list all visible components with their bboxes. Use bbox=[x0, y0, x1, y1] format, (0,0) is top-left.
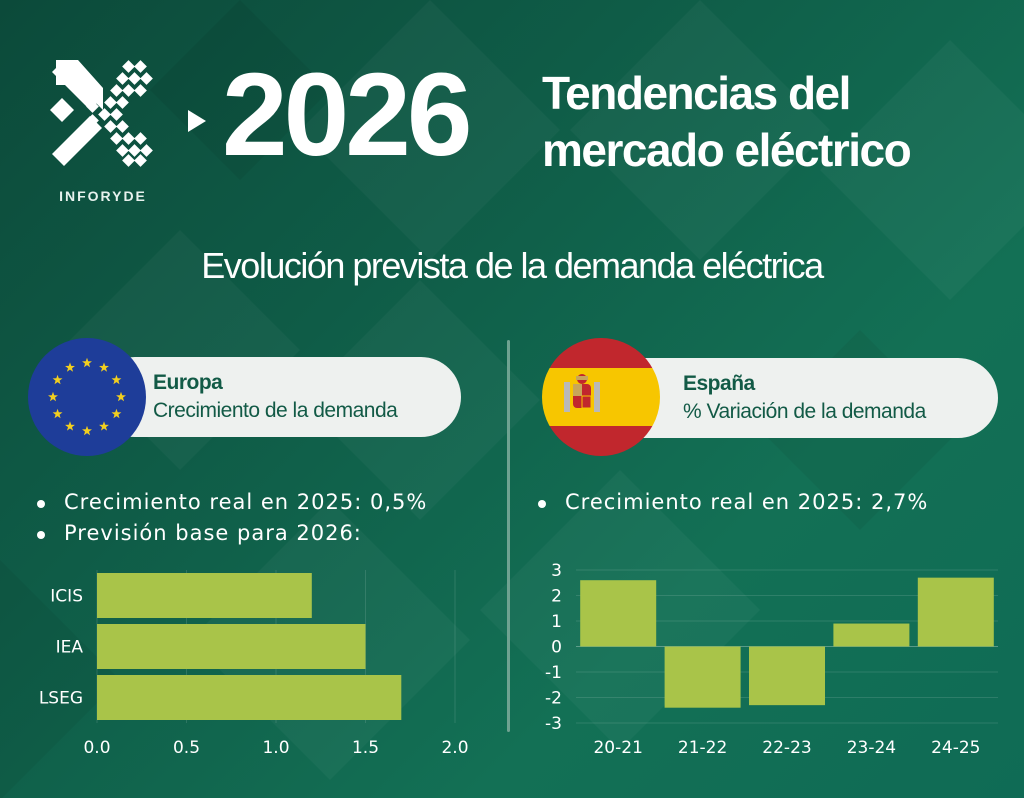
x-tick-label: 1.0 bbox=[262, 738, 289, 758]
spain-header-pill: España % Variación de la demanda bbox=[600, 358, 998, 438]
bar-20-21 bbox=[580, 580, 657, 647]
eu-star-icon bbox=[52, 408, 63, 419]
x-tick-label: 2.0 bbox=[441, 738, 468, 758]
y-tick-label: -2 bbox=[545, 689, 562, 709]
bar-21-22 bbox=[664, 646, 741, 708]
x-tick-label: 1.5 bbox=[352, 738, 379, 758]
x-category-label: 24-25 bbox=[931, 738, 980, 758]
y-category-label: IEA bbox=[56, 638, 84, 658]
y-tick-label: 3 bbox=[551, 561, 562, 581]
x-tick-label: 0.0 bbox=[83, 738, 110, 758]
spain-bullet-1: Crecimiento real en 2025: 2,7% bbox=[537, 490, 929, 514]
inforyde-logo-icon bbox=[50, 60, 153, 167]
eu-star-icon bbox=[82, 357, 92, 368]
y-tick-label: 2 bbox=[551, 587, 562, 607]
europe-demand-chart: 0.0 0.5 1.0 1.5 2.0 ICIS IEA LSEG bbox=[39, 570, 469, 758]
x-category-label: 20-21 bbox=[593, 738, 642, 758]
x-category-label: 21-22 bbox=[678, 738, 727, 758]
bar-22-23 bbox=[749, 646, 825, 706]
eu-star-icon bbox=[82, 425, 92, 436]
column-divider bbox=[507, 340, 510, 732]
europe-subtitle: Crecimiento de la demanda bbox=[153, 399, 398, 422]
y-tick-label: 1 bbox=[551, 612, 562, 632]
spain-title: España bbox=[683, 372, 755, 395]
bar-lseg bbox=[97, 675, 402, 720]
eu-star-icon bbox=[48, 391, 58, 402]
eu-star-icon bbox=[65, 362, 75, 372]
y-category-label: ICIS bbox=[50, 587, 83, 607]
eu-star-icon bbox=[116, 391, 126, 402]
bar-iea bbox=[97, 624, 366, 669]
europe-header-pill: Europa Crecimiento de la demanda bbox=[95, 357, 461, 437]
bar-23-24 bbox=[833, 623, 910, 647]
europe-bullet-1: Crecimiento real en 2025: 0,5% bbox=[36, 490, 428, 514]
bar-icis bbox=[97, 573, 312, 618]
x-tick-label: 0.5 bbox=[173, 738, 200, 758]
eu-star-icon bbox=[65, 421, 75, 431]
eu-star-icon bbox=[111, 408, 122, 419]
eu-flag-icon bbox=[28, 338, 146, 456]
y-tick-label: -3 bbox=[545, 714, 562, 734]
eu-star-icon bbox=[99, 421, 109, 431]
y-tick-label: -1 bbox=[545, 663, 562, 683]
y-tick-label: 0 bbox=[551, 638, 562, 658]
x-category-label: 22-23 bbox=[762, 738, 811, 758]
europe-bullet-2: Previsión base para 2026: bbox=[37, 521, 362, 545]
europe-title: Europa bbox=[153, 371, 223, 394]
header-title-line2: mercado eléctrico bbox=[542, 124, 912, 176]
eu-star-icon bbox=[99, 362, 109, 372]
play-arrow-icon bbox=[188, 110, 206, 132]
bar-24-25 bbox=[917, 577, 994, 647]
eu-star-icon bbox=[52, 374, 63, 385]
page-subtitle: Evolución prevista de la demanda eléctri… bbox=[201, 245, 824, 286]
eu-star-icon bbox=[111, 374, 122, 385]
y-category-label: LSEG bbox=[39, 689, 83, 709]
spain-flag-icon bbox=[542, 338, 660, 456]
spain-subtitle: % Variación de la demanda bbox=[683, 400, 926, 423]
header-year: 2026 bbox=[222, 49, 473, 181]
header-title-line1: Tendencias del bbox=[542, 67, 851, 119]
brand-name: INFORYDE bbox=[59, 188, 147, 204]
spain-demand-chart: 3 2 1 0 -1 -2 -3 20-21 21-22 22-23 23-24 24-25 bbox=[545, 561, 998, 758]
x-category-label: 23-24 bbox=[847, 738, 896, 758]
